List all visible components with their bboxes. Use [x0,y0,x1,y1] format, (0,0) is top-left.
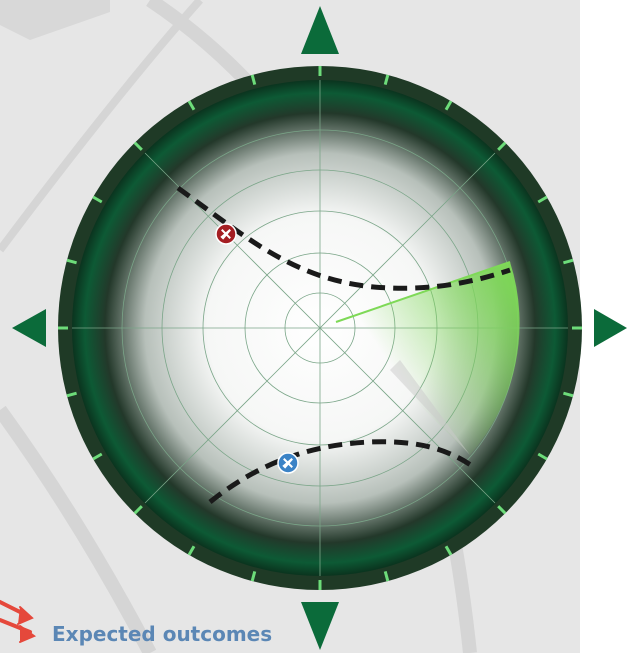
triangle-right-icon [594,309,627,347]
bezel-ticks [58,66,582,590]
bezel-tick [444,100,453,111]
bezel-tick [133,141,143,151]
bezel-tick [250,571,257,582]
triangle-up-icon [301,6,339,54]
airplane-icon [277,452,299,474]
bezel-tick [497,505,507,515]
backdrop-shape [0,0,110,40]
bezel-tick [537,452,548,461]
bezel-tick [66,391,77,398]
bezel-tick [92,452,103,461]
airplane-icon [215,223,237,245]
bezel-tick [444,545,453,556]
triangle-left-icon [12,309,46,347]
triangle-down-icon [301,602,339,650]
bezel-tick [497,141,507,151]
bezel-tick [133,505,143,515]
radar-sweep [335,261,520,455]
bezel-tick [563,258,574,265]
bezel-tick [187,100,196,111]
expected-outcomes-label: Expected outcomes [52,622,273,646]
bezel-tick [563,391,574,398]
red-arrows-icon [0,600,37,643]
bezel-tick [92,195,103,204]
bezel-tick [250,74,257,85]
bezel-tick [383,74,390,85]
bezel-tick [66,258,77,265]
bezel-tick [187,545,196,556]
bezel-tick [537,195,548,204]
bezel-tick [383,571,390,582]
flight-path-inbound [208,439,477,504]
